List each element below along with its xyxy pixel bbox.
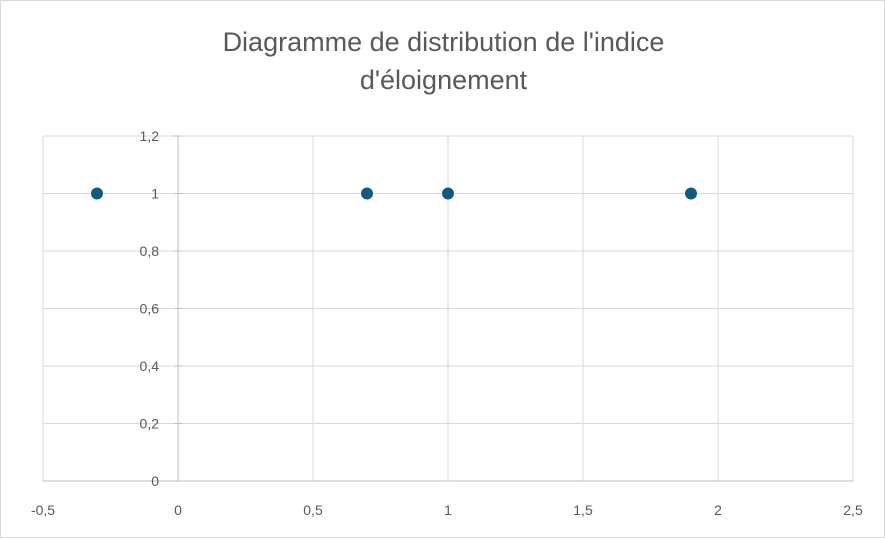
x-tick-label: 2 xyxy=(714,502,722,518)
data-point xyxy=(685,187,697,200)
data-point xyxy=(91,187,103,200)
chart-title-line-1: Diagramme de distribution de l'indice xyxy=(222,27,665,57)
y-tick-label: 0,2 xyxy=(140,416,160,432)
x-tick-labels: -0,5 0 0,5 1 1,5 2 2,5 xyxy=(31,502,863,518)
y-tick-label: 1 xyxy=(151,186,159,202)
y-tick-label: 0 xyxy=(151,473,159,489)
y-tick-labels: 0 0,2 0,4 0,6 0,8 1 1,2 xyxy=(140,128,160,489)
x-tick-label: 1,5 xyxy=(573,502,593,518)
chart-title-line-2: d'éloignement xyxy=(359,65,528,95)
y-tick-label: 1,2 xyxy=(140,128,160,144)
x-tick-label: 0 xyxy=(174,502,182,518)
x-tick-label: 2,5 xyxy=(843,502,863,518)
data-point xyxy=(442,187,454,200)
y-tick-label: 0,8 xyxy=(140,243,160,259)
x-tick-label: 1 xyxy=(444,502,452,518)
y-tick-label: 0,4 xyxy=(140,358,160,374)
data-point xyxy=(361,187,373,200)
x-tick-label: -0,5 xyxy=(31,502,55,518)
axes xyxy=(43,135,853,482)
y-tick-label: 0,6 xyxy=(140,301,160,317)
x-tick-label: 0,5 xyxy=(303,502,323,518)
chart-title: Diagramme de distribution de l'indice d'… xyxy=(1,23,885,99)
data-points xyxy=(91,187,697,200)
